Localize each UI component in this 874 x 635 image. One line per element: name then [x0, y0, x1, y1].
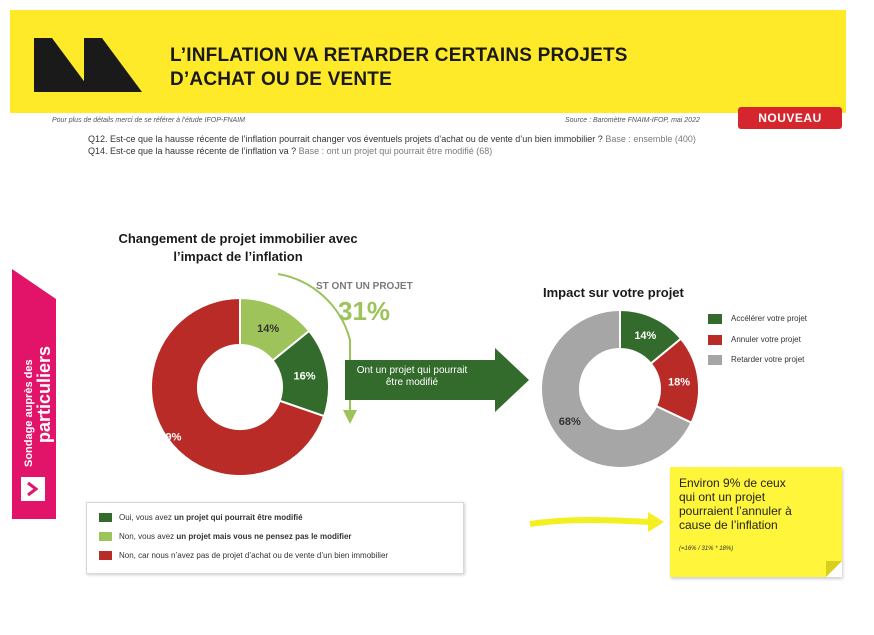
legend-swatch — [99, 551, 112, 561]
note-line-3: pourraient l’annuler à — [679, 504, 792, 518]
question-q14-text: Q14. Est-ce que la hausse récente de l’i… — [88, 146, 297, 156]
chart2-label-2: 68% — [559, 416, 581, 428]
note-text: Environ 9% de ceux qui ont un projet pou… — [679, 476, 792, 532]
chart2-label-1: 18% — [668, 377, 690, 389]
new-badge: NOUVEAU — [738, 107, 842, 129]
question-q12-base: Base : ensemble (400) — [605, 134, 696, 144]
chart2-title: Impact sur votre projet — [543, 285, 684, 300]
source-note: Source : Baromètre FNAIM-IFOP, mai 2022 — [565, 117, 700, 124]
legend-swatch — [99, 513, 112, 523]
question-q14-base: Base : ont un projet qui pourrait être m… — [298, 146, 493, 156]
chart2-slice-2 — [540, 308, 693, 469]
legend1-item-2-pre: Non, vous avez — [119, 532, 177, 541]
legend2-item-3: Retarder votre projet — [708, 355, 804, 365]
legend2-item-3-text: Retarder votre projet — [731, 355, 805, 365]
yellow-arrow-head — [648, 512, 664, 532]
legend1-item-1: Oui, vous avez un projet qui pourrait êt… — [99, 513, 303, 523]
chart1-slice-1 — [239, 296, 311, 362]
chart1-label-1: 14% — [257, 323, 279, 335]
title-line-2: D’ACHAT OU DE VENTE — [170, 69, 392, 90]
chart2-label-0: 14% — [634, 330, 656, 342]
question-q12: Q12. Est-ce que la hausse récente de l’i… — [88, 134, 696, 144]
sidebar-tab: Sondage auprès des particuliers — [12, 269, 56, 519]
sidebar-line-2: particuliers — [34, 346, 54, 443]
arrow-text: Ont un projet qui pourrait être modifié — [356, 365, 468, 388]
question-q14: Q14. Est-ce que la hausse récente de l’i… — [88, 146, 492, 156]
legend2-item-2-text: Annuler votre projet — [731, 335, 801, 345]
chart1-label-0: 16% — [293, 371, 315, 383]
note-fold — [826, 561, 842, 577]
legend-swatch — [99, 532, 112, 542]
chart1-legend: Oui, vous avez un projet qui pourrait êt… — [86, 502, 464, 574]
big-arrow-icon — [345, 348, 529, 412]
chart1-slice-0 — [271, 329, 330, 418]
st-value: 31% — [338, 296, 391, 326]
legend1-item-3: Non, car nous n’avez pas de projet d’ach… — [99, 551, 389, 561]
legend2-item-1-text: Accélérer votre projet — [731, 314, 808, 324]
chart1-slice-2 — [150, 296, 326, 477]
legend1-item-3-text: Non, car nous n’avez pas de projet d’ach… — [119, 551, 389, 560]
chart1-title: Changement de projet immobilier avec l’i… — [108, 230, 368, 266]
sidebar-line-1: Sondage auprès des — [23, 359, 35, 467]
yellow-arrow-icon — [529, 517, 651, 527]
note-line-1: Environ 9% de ceux — [679, 476, 786, 490]
legend-swatch — [708, 335, 722, 345]
chart2-slice-1 — [649, 337, 700, 424]
legend1-item-1-pre: Oui, vous avez — [119, 513, 175, 522]
legend1-item-1-bold: un projet qui pourrait être modifié — [174, 513, 303, 522]
bracket-arrow-icon — [343, 410, 357, 424]
chart1-title-line-1: Changement de projet immobilier avec — [118, 231, 358, 246]
legend1-item-2: Non, vous avez un projet mais vous ne pe… — [99, 532, 352, 542]
question-q12-text: Q12. Est-ce que la hausse récente de l’i… — [88, 134, 603, 144]
page-title: L’INFLATION VA RETARDER CERTAINS PROJETS… — [170, 44, 628, 92]
chart2-slice-0 — [619, 308, 683, 365]
note-line-4: cause de l’inflation — [679, 518, 778, 532]
note-line-2: qui ont un projet — [679, 490, 766, 504]
note-formula: (=16% / 31% * 18%) — [679, 546, 734, 552]
legend1-item-2-bold: un projet mais vous ne pensez pas le mod… — [176, 532, 352, 541]
st-label: ST ONT UN PROJET — [316, 281, 413, 292]
logo-icon — [34, 38, 142, 92]
chevron-right-icon — [27, 481, 39, 497]
title-line-1: L’INFLATION VA RETARDER CERTAINS PROJETS — [170, 45, 628, 66]
legend2-item-1: Accélérer votre projet — [708, 314, 807, 324]
legend2-item-2: Annuler votre projet — [708, 335, 801, 345]
bracket-arc — [277, 273, 351, 414]
sticky-note: Environ 9% de ceux qui ont un projet pou… — [670, 467, 842, 577]
chart1-label-2: 69% — [159, 432, 181, 444]
study-note: Pour plus de détails merci de se référer… — [52, 117, 245, 124]
header-banner — [10, 10, 846, 113]
legend-swatch — [708, 355, 722, 365]
legend-swatch — [708, 314, 722, 324]
chevron-box — [21, 477, 45, 501]
chart1-title-line-2: l’impact de l’inflation — [173, 249, 303, 264]
